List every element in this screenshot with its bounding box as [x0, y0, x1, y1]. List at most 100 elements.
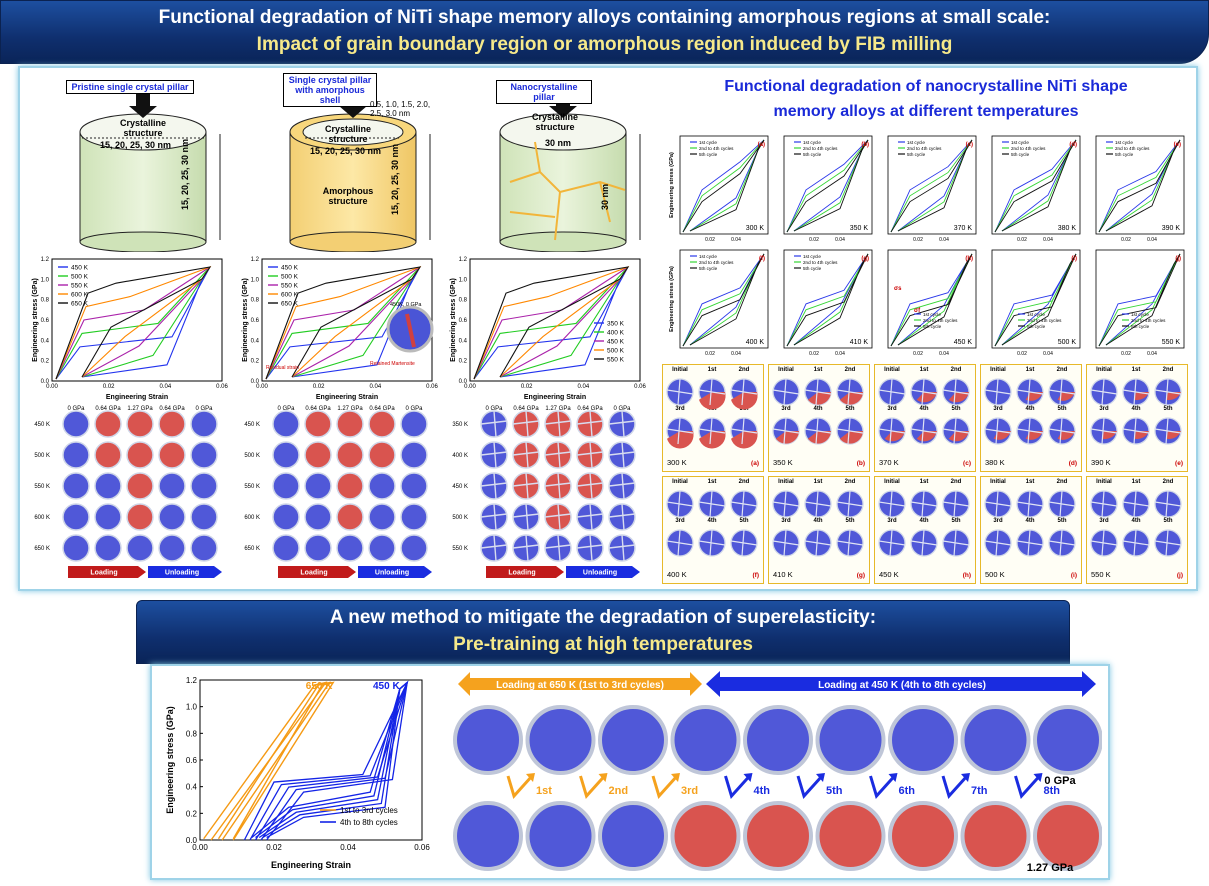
- snapshot-circle: [368, 472, 396, 500]
- tile-label: 4th: [1132, 406, 1141, 412]
- small-chart-1: 0.0 0.2 0.4 0.6 0.8 1.0 1.2 0.00 0.02 0.04 0.06 Eng…: [32, 257, 228, 401]
- panel-temperature: 500 K: [1058, 339, 1077, 346]
- tile-tag: (c): [963, 460, 971, 467]
- snapshot-1.27GPa: [743, 801, 813, 871]
- snapshot-circle: [62, 534, 90, 562]
- svg-text:Loading: Loading: [508, 570, 535, 577]
- panel-tag: (e): [1174, 142, 1181, 148]
- series-line: [682, 253, 765, 347]
- panel-tag: (g): [861, 256, 869, 262]
- row-label: 600 K: [34, 515, 50, 521]
- arrow-650K: [458, 672, 702, 696]
- right-panel-title-2: memory alloys at different temperatures: [773, 103, 1079, 120]
- tile-label: 4th: [1026, 518, 1035, 524]
- series-line: [265, 266, 422, 380]
- bottom-banner: A new method to mitigate the degradation…: [136, 600, 1070, 664]
- snapshot-circle: [400, 410, 428, 438]
- ytick: 1.0: [186, 703, 198, 712]
- series-line: [786, 139, 869, 233]
- xtick: 0.00: [46, 384, 58, 390]
- legend-entry: 1st cycle: [803, 254, 821, 259]
- snapshot-circle: [126, 410, 154, 438]
- ytick: 0.6: [459, 318, 468, 324]
- row-label: 450 K: [452, 484, 468, 490]
- tile-label: 1st: [814, 367, 823, 373]
- tile-label: Initial: [672, 479, 688, 485]
- snapshot-circle: [400, 534, 428, 562]
- legend-entry: 1st cycle: [1115, 140, 1133, 145]
- loading-arrow: [68, 566, 146, 578]
- snapshot-tile-a: Initial1st2nd3rd4th5th300 K(a): [662, 364, 764, 472]
- cycle-arrow: [579, 774, 606, 799]
- cycle-arrow: [941, 774, 969, 799]
- column-label: 0 GPa: [277, 406, 295, 412]
- ytick: 0.4: [459, 338, 468, 344]
- tile-label: Initial: [990, 479, 1006, 485]
- ytick: 0.8: [186, 729, 198, 738]
- tile-temperature: 300 K: [667, 458, 687, 467]
- legend-entry: 2nd to 4th cycles: [803, 260, 838, 265]
- legend-entry: 5th cycle: [803, 266, 822, 271]
- snapshot-circle: [126, 441, 154, 469]
- snapshot-circle: [94, 503, 122, 531]
- column-label: 0.64 GPa: [305, 406, 331, 412]
- tile-label: 4th: [814, 406, 823, 412]
- ytick: 1.0: [41, 277, 50, 283]
- tile-label: 1st: [814, 479, 823, 485]
- snapshot-0GPa: [453, 705, 523, 775]
- snapshot-0GPa: [598, 705, 668, 775]
- unloading-arrow: [148, 566, 222, 578]
- pillar1-height: 15, 20, 25, 30 nm: [180, 138, 190, 210]
- xtick: 0.06: [634, 384, 646, 390]
- tile-label: 1st: [1132, 367, 1141, 373]
- snapshot-circle: [304, 534, 332, 562]
- tile-label: 4th: [920, 518, 929, 524]
- ytick: 0.2: [251, 359, 260, 365]
- tile-label: 3rd: [993, 406, 1003, 412]
- snapshot-circle: [272, 472, 300, 500]
- bottom-banner-line1: A new method to mitigate the degradation…: [329, 607, 877, 628]
- row-label: 600 K: [244, 515, 260, 521]
- row-label: 450 K: [34, 422, 50, 428]
- column-label: 0 GPa: [67, 406, 85, 412]
- tile-tag: (e): [1175, 460, 1183, 467]
- top-banner-line2: Impact of grain boundary region or amorp…: [256, 34, 953, 55]
- row-label: 550 K: [452, 546, 468, 552]
- pillar3-diameter: 30 nm: [545, 138, 572, 148]
- tile-label: 3rd: [887, 406, 897, 412]
- cycle-arrow: [1014, 774, 1041, 799]
- snapshot-circle: [190, 534, 218, 562]
- ytick: 0.8: [41, 298, 50, 304]
- xtick: 0.04: [731, 237, 741, 243]
- tile-label: 2nd: [845, 479, 856, 485]
- top-banner-line1: Functional degradation of NiTi shape mem…: [158, 7, 1051, 28]
- series-line: [55, 266, 212, 380]
- snapshot-circle: [368, 441, 396, 469]
- snapshot-circle: [304, 441, 332, 469]
- tile-tag: (g): [857, 572, 865, 579]
- snapshot-0GPa: [525, 705, 596, 775]
- legend-entry: 450 K: [281, 265, 299, 272]
- pillar3-inner: Crystalline structure: [531, 112, 579, 132]
- tile-label: Initial: [778, 479, 794, 485]
- pretraining-chart: 0.0 0.2 0.4 0.6 0.8 1.0 1.2 0.00 0.02 0.04 0.06 Eng…: [165, 676, 430, 870]
- x-axis-label: Engineering Strain: [316, 394, 378, 401]
- svg-text:Unloading: Unloading: [583, 570, 617, 577]
- tile-label: 5th: [1164, 518, 1173, 524]
- snapshot-grid-3: 0 GPa 0.64 GPa 1.27 GPa 0.64 GPa 0 GPa 350 K 4…: [452, 406, 640, 578]
- tile-label: 4th: [920, 406, 929, 412]
- row-label: 550 K: [244, 484, 260, 490]
- snapshot-circle: [94, 410, 122, 438]
- column-label: 1.27 GPa: [127, 406, 153, 412]
- snapshot-tile-c: Initial 1st 2nd 3rd 4th 5th 370 K (c): [874, 364, 976, 472]
- panel-temperature: 550 K: [1162, 339, 1181, 346]
- svg-text:Loading: Loading: [300, 570, 327, 577]
- tile-label: 2nd: [1057, 367, 1068, 373]
- snapshot-circle: [368, 503, 396, 531]
- tile-label: 2nd: [845, 367, 856, 373]
